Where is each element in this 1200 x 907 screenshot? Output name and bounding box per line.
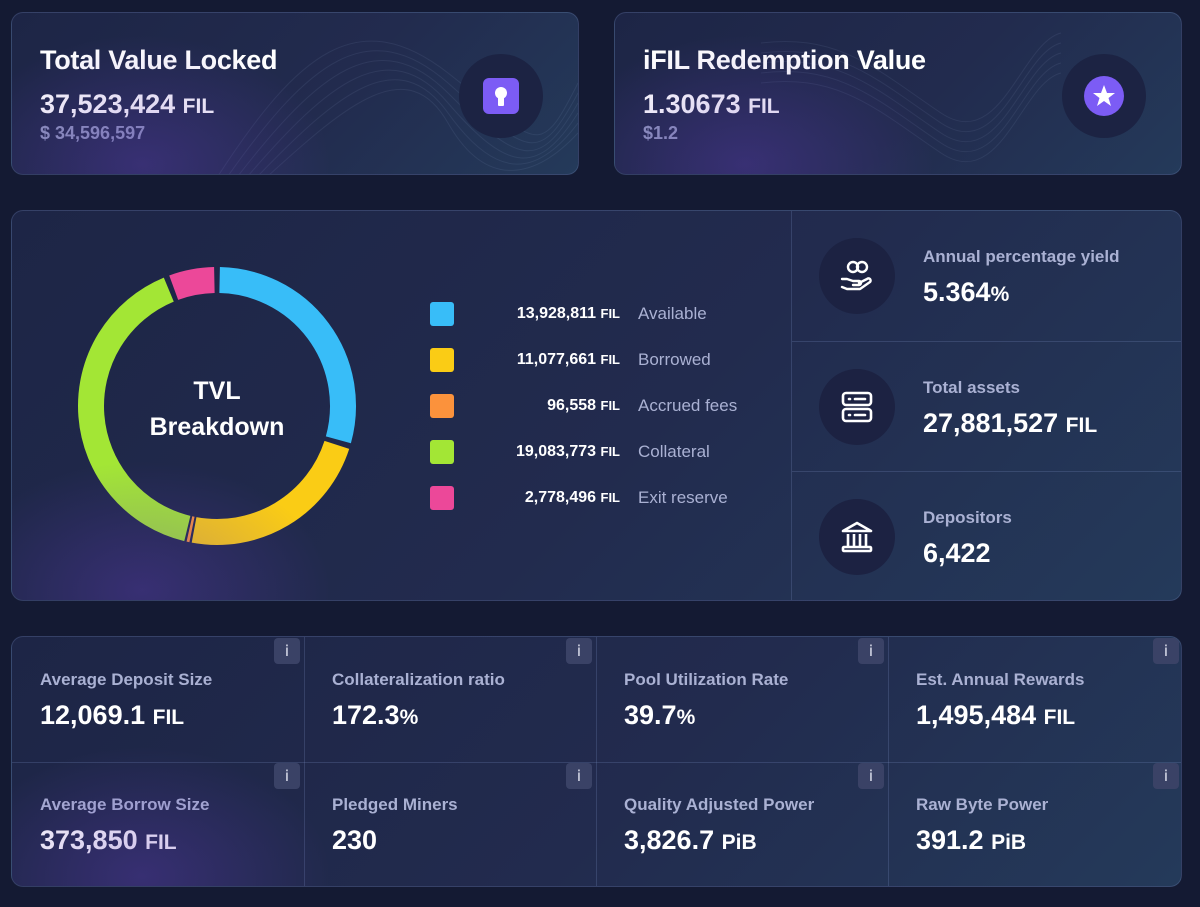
metric-label: Collateralization ratio [332,670,505,689]
info-button[interactable]: i [1153,638,1179,664]
legend-item-exit-reserve: 2,778,496 FIL Exit reserve [430,485,728,511]
stat-total-assets: Total assets 27,881,527 FIL [792,341,1181,471]
redemption-icon-circle [1062,54,1146,138]
metric-value: 373,850 FIL [40,825,177,855]
legend-value: 13,928,811 FIL [516,305,620,322]
legend-value: 11,077,661 FIL [516,351,620,368]
tvl-breakdown-card: TVL Breakdown 13,928,811 FIL Available 1… [11,210,1182,601]
legend-swatch [430,440,454,464]
metric-value: 3,826.7 PiB [624,825,757,855]
legend-item-available: 13,928,811 FIL Available [430,301,707,327]
metric-est-annual-rewards: i Est. Annual Rewards 1,495,484 FIL [888,637,1181,762]
donut-segment-available [219,267,356,444]
donut-center-title: TVL [193,377,240,405]
stat-value: 27,881,527 FIL [923,408,1098,438]
keyhole-icon [483,78,519,114]
stat-depositors: Depositors 6,422 [792,471,1181,600]
stat-value: 5.364% [923,277,1010,307]
legend-value: 19,083,773 FIL [515,443,620,460]
legend-label: Exit reserve [638,488,728,507]
legend-label: Available [638,304,707,323]
legend-label: Accrued fees [638,396,738,415]
metric-label: Est. Annual Rewards [916,670,1085,689]
metric-pledged-miners: i Pledged Miners 230 [304,762,596,886]
stat-value: 6,422 [923,538,991,568]
metric-label: Average Borrow Size [40,795,210,814]
stat-label: Total assets [923,378,1021,397]
info-button[interactable]: i [858,763,884,789]
redemption-card: iFIL Redemption Value 1.30673 FIL $1.2 [614,12,1182,175]
metric-label: Pledged Miners [332,795,458,814]
legend-value: 96,558 FIL [547,397,620,414]
metric-label: Quality Adjusted Power [624,795,815,814]
stat-icon-circle [819,369,895,445]
redemption-unit: FIL [748,95,780,118]
stat-icon-circle [819,499,895,575]
redemption-usd: $1.2 [643,123,679,143]
star-icon [1084,76,1124,116]
donut-segment-accrued-fees [186,516,195,543]
metric-value: 391.2 PiB [916,825,1027,855]
metric-collateralization-ratio: i Collateralization ratio 172.3% [304,637,596,762]
metric-label: Raw Byte Power [916,795,1049,814]
metric-label: Average Deposit Size [40,670,213,689]
tvl-unit: FIL [182,95,215,118]
metric-pool-utilization-rate: i Pool Utilization Rate 39.7% [596,637,888,762]
info-button[interactable]: i [858,638,884,664]
metric-value: 172.3% [332,700,419,730]
metric-label: Pool Utilization Rate [624,670,789,689]
tvl-value: 37,523,424 FIL [40,89,215,119]
info-button[interactable]: i [566,638,592,664]
grid-line-h [12,762,1181,763]
metric-raw-byte-power: i Raw Byte Power 391.2 PiB [888,762,1181,886]
tvl-icon-circle [459,54,543,138]
redemption-title: iFIL Redemption Value [643,45,926,75]
legend-swatch [430,394,454,418]
info-button[interactable]: i [566,763,592,789]
legend-swatch [430,348,454,372]
donut-segment-borrowed [191,440,350,545]
donut-center-subtitle: Breakdown [150,413,285,441]
legend-item-accrued-fees: 96,558 FIL Accrued fees [430,393,737,419]
metrics-card: i Average Deposit Size 12,069.1 FIL i Co… [11,636,1182,887]
stat-label: Depositors [923,508,1012,527]
hand-coins-icon [840,260,872,291]
donut-segment-collateral [78,277,191,542]
info-button[interactable]: i [1153,763,1179,789]
stats-divider [791,211,792,600]
legend-item-collateral: 19,083,773 FIL Collateral [430,439,710,465]
server-icon [841,391,873,423]
legend-label: Collateral [638,442,710,461]
donut-segment-exit-reserve [169,267,216,301]
info-button[interactable]: i [274,638,300,664]
metric-value: 230 [332,825,378,855]
stat-icon-circle [819,238,895,314]
legend-swatch [430,486,454,510]
info-button[interactable]: i [274,763,300,789]
tvl-card: Total Value Locked 37,523,424 FIL $ 34,5… [11,12,579,175]
metric-quality-adjusted-power: i Quality Adjusted Power 3,826.7 PiB [596,762,888,886]
metric-value: 39.7% [624,700,696,730]
tvl-donut-chart: TVL Breakdown [78,267,356,545]
grid-line-v [596,637,597,886]
tvl-title: Total Value Locked [40,45,278,75]
grid-line-v [888,637,889,886]
tvl-usd: $ 34,596,597 [40,123,146,143]
redemption-value: 1.30673 FIL [643,89,780,119]
stat-label: Annual percentage yield [923,247,1120,266]
grid-line-v [304,637,305,886]
stat-apy: Annual percentage yield 5.364% [792,211,1181,341]
legend-item-borrowed: 11,077,661 FIL Borrowed [430,347,711,373]
legend-label: Borrowed [638,350,711,369]
metric-average-borrow-size: i Average Borrow Size 373,850 FIL [12,762,304,886]
legend-value: 2,778,496 FIL [524,489,620,506]
bank-icon [841,521,873,553]
metric-value: 12,069.1 FIL [40,700,185,730]
legend-swatch [430,302,454,326]
metric-value: 1,495,484 FIL [916,700,1076,730]
metric-average-deposit-size: i Average Deposit Size 12,069.1 FIL [12,637,304,762]
